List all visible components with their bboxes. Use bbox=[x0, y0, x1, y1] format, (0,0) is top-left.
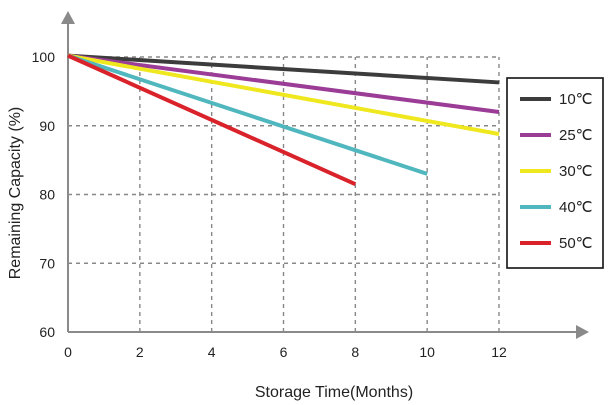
y-tick-label: 60 bbox=[39, 324, 55, 340]
legend-label: 30℃ bbox=[559, 163, 593, 180]
x-tick-label: 2 bbox=[136, 344, 144, 360]
series-lines bbox=[67, 53, 500, 187]
series-line-4 bbox=[67, 53, 428, 176]
y-tick-label: 90 bbox=[39, 118, 55, 134]
y-tick-label: 70 bbox=[39, 255, 55, 271]
y-axis-title: Remaining Capacity (%) bbox=[7, 107, 24, 280]
series-line-5 bbox=[67, 53, 357, 187]
x-axis-title: Storage Time(Months) bbox=[255, 384, 413, 401]
x-tick-label: 10 bbox=[419, 344, 435, 360]
x-tick-label: 6 bbox=[280, 344, 288, 360]
x-tick-label: 8 bbox=[351, 344, 359, 360]
grid bbox=[68, 56, 500, 332]
series-line-3 bbox=[67, 53, 500, 136]
series-line-2 bbox=[67, 53, 500, 114]
legend-label: 25℃ bbox=[559, 127, 593, 144]
series-line-1 bbox=[67, 53, 500, 85]
y-tick-label: 100 bbox=[32, 49, 56, 65]
legend: 10℃ 25℃ 30℃ 40℃ 50℃ bbox=[506, 77, 604, 269]
x-tick-label: 4 bbox=[208, 344, 216, 360]
legend-label: 50℃ bbox=[559, 235, 593, 252]
legend-label: 10℃ bbox=[559, 91, 593, 108]
y-tick-label: 80 bbox=[39, 187, 55, 203]
x-tick-label: 12 bbox=[491, 344, 507, 360]
legend-label: 40℃ bbox=[559, 199, 593, 216]
y-axis-arrow bbox=[61, 11, 75, 24]
x-tick-label: 0 bbox=[64, 344, 72, 360]
x-axis-arrow bbox=[576, 325, 589, 339]
tick-labels: 0 2 4 6 8 10 12 60 70 80 90 100 bbox=[32, 49, 507, 360]
axes bbox=[61, 11, 589, 339]
